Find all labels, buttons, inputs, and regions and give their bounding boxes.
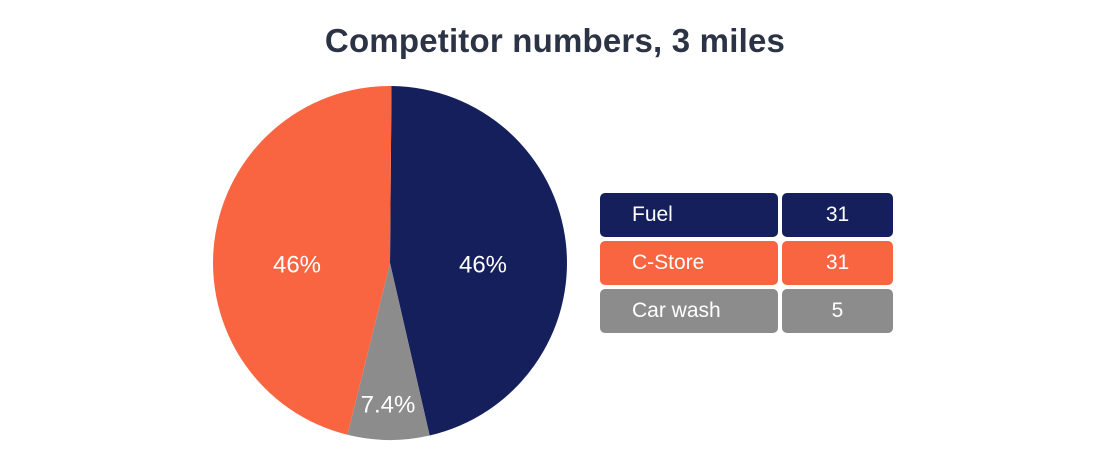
legend-value-c-store: 31 (782, 241, 893, 285)
legend-table: Fuel 31 C-Store 31 Car wash 5 (600, 193, 893, 333)
chart-title: Competitor numbers, 3 miles (324, 22, 786, 59)
legend-name-fuel: Fuel (600, 193, 778, 237)
pie-slice-car-wash (347, 263, 430, 440)
pie-slice-c-store (213, 86, 392, 435)
legend-value-fuel: 31 (782, 193, 893, 237)
pie-label-c-store: 46% (273, 251, 321, 278)
legend-name-c-store: C-Store (600, 241, 778, 285)
legend-value-car-wash: 5 (782, 289, 893, 333)
pie-label-fuel: 46% (459, 251, 507, 278)
pie-label-car-wash: 7.4% (361, 391, 416, 418)
legend-name-car-wash: Car wash (600, 289, 778, 333)
pie-slice-fuel (390, 86, 567, 436)
